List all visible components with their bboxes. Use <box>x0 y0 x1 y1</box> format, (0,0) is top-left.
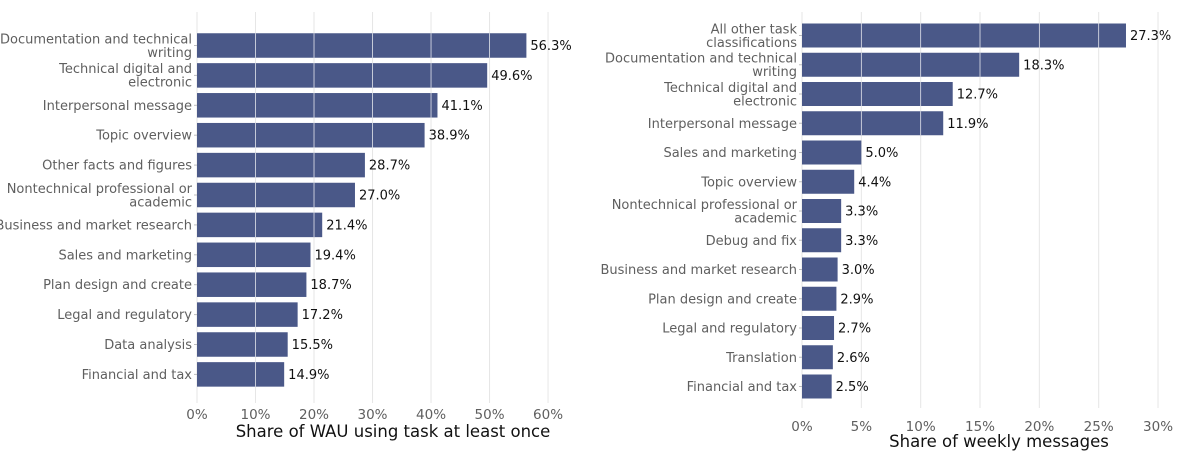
value-label: 2.6% <box>837 351 870 366</box>
bar <box>802 199 842 223</box>
bar <box>197 93 438 118</box>
bar <box>197 332 288 357</box>
bar <box>802 82 953 106</box>
value-label: 18.3% <box>1023 58 1064 73</box>
x-tick-label: 10% <box>906 419 936 435</box>
bar <box>197 33 527 58</box>
value-label: 12.7% <box>957 88 998 103</box>
x-tick-label: 60% <box>533 407 563 423</box>
bar <box>802 169 855 194</box>
category-label: Documentation and technical writing <box>0 32 192 61</box>
category-label: Debug and fix <box>706 234 798 249</box>
bar <box>197 152 365 178</box>
category-label: Nontechnical professional or academic <box>612 198 798 227</box>
value-label: 19.4% <box>315 248 356 263</box>
category-label: Technical digital and electronic <box>663 81 797 110</box>
category-label: Legal and regulatory <box>662 322 797 337</box>
category-label: Interpersonal message <box>43 99 192 114</box>
bar <box>802 140 862 165</box>
bar <box>197 212 323 238</box>
bar <box>802 23 1126 48</box>
value-label: 49.6% <box>491 69 532 84</box>
category-label: Technical digital and electronic <box>58 62 192 91</box>
x-tick-label: 50% <box>475 407 505 423</box>
x-tick-label: 20% <box>1024 419 1054 435</box>
x-axis-label: Share of WAU using task at least once <box>236 422 551 441</box>
value-label: 3.3% <box>845 234 878 249</box>
bar <box>802 111 944 136</box>
x-tick-label: 25% <box>1084 419 1114 435</box>
value-label: 14.9% <box>288 368 329 383</box>
value-label: 2.7% <box>838 322 871 337</box>
category-label: Sales and marketing <box>663 146 797 161</box>
value-label: 5.0% <box>865 146 898 161</box>
chart-1: Documentation and technical writingTechni… <box>0 12 572 441</box>
x-tick-label: 20% <box>299 407 329 423</box>
value-label: 18.7% <box>310 278 351 293</box>
category-label: Topic overview <box>95 129 192 144</box>
value-label: 27.3% <box>1130 29 1171 44</box>
category-label: Topic overview <box>700 175 797 190</box>
bar <box>197 302 298 327</box>
category-label: Interpersonal message <box>648 117 797 132</box>
value-label: 41.1% <box>441 99 482 114</box>
bar <box>802 316 835 340</box>
value-label: 2.9% <box>840 292 873 307</box>
value-label: 3.0% <box>842 263 875 278</box>
category-label: Plan design and create <box>43 278 192 293</box>
category-label: Business and market research <box>600 263 797 278</box>
bar <box>802 228 842 253</box>
value-label: 27.0% <box>359 189 400 204</box>
category-label: Translation <box>725 351 797 366</box>
bar <box>802 52 1020 77</box>
bar <box>802 345 833 370</box>
category-label: Legal and regulatory <box>57 308 192 323</box>
x-tick-label: 5% <box>851 419 873 435</box>
category-label: Nontechnical professional or academic <box>7 182 193 211</box>
bar <box>197 182 355 208</box>
category-label: Other facts and figures <box>42 159 192 174</box>
category-label: Plan design and create <box>648 292 797 307</box>
bar <box>802 374 832 399</box>
value-label: 2.5% <box>836 380 869 395</box>
x-tick-label: 0% <box>791 419 813 435</box>
bar <box>197 242 311 268</box>
bar <box>197 63 488 88</box>
x-tick-label: 15% <box>965 419 995 435</box>
value-label: 3.3% <box>845 205 878 220</box>
x-axis-label: Share of weekly messages <box>889 432 1109 451</box>
value-label: 38.9% <box>429 129 470 144</box>
value-label: 21.4% <box>326 218 367 233</box>
bar <box>197 122 425 148</box>
category-label: Business and market research <box>0 218 192 233</box>
value-label: 56.3% <box>530 39 571 54</box>
category-label: Sales and marketing <box>58 248 192 263</box>
value-label: 28.7% <box>369 159 410 174</box>
bar <box>802 257 838 282</box>
value-label: 15.5% <box>292 338 333 353</box>
x-tick-label: 0% <box>186 407 208 423</box>
x-tick-label: 40% <box>416 407 446 423</box>
bar <box>197 272 307 297</box>
bar <box>802 286 837 311</box>
x-tick-label: 30% <box>1143 419 1173 435</box>
category-label: Data analysis <box>104 338 192 353</box>
bar <box>197 362 285 387</box>
category-label: Documentation and technical writing <box>605 52 797 81</box>
category-label: All other task classifications <box>706 22 797 51</box>
category-label: Financial and tax <box>687 380 798 395</box>
chart-2: All other task classificationsDocumentati… <box>600 12 1173 451</box>
x-tick-label: 10% <box>240 407 270 423</box>
category-label: Financial and tax <box>82 368 193 383</box>
value-label: 17.2% <box>302 308 343 323</box>
value-label: 4.4% <box>858 175 891 190</box>
x-tick-label: 30% <box>358 407 388 423</box>
value-label: 11.9% <box>947 117 988 132</box>
